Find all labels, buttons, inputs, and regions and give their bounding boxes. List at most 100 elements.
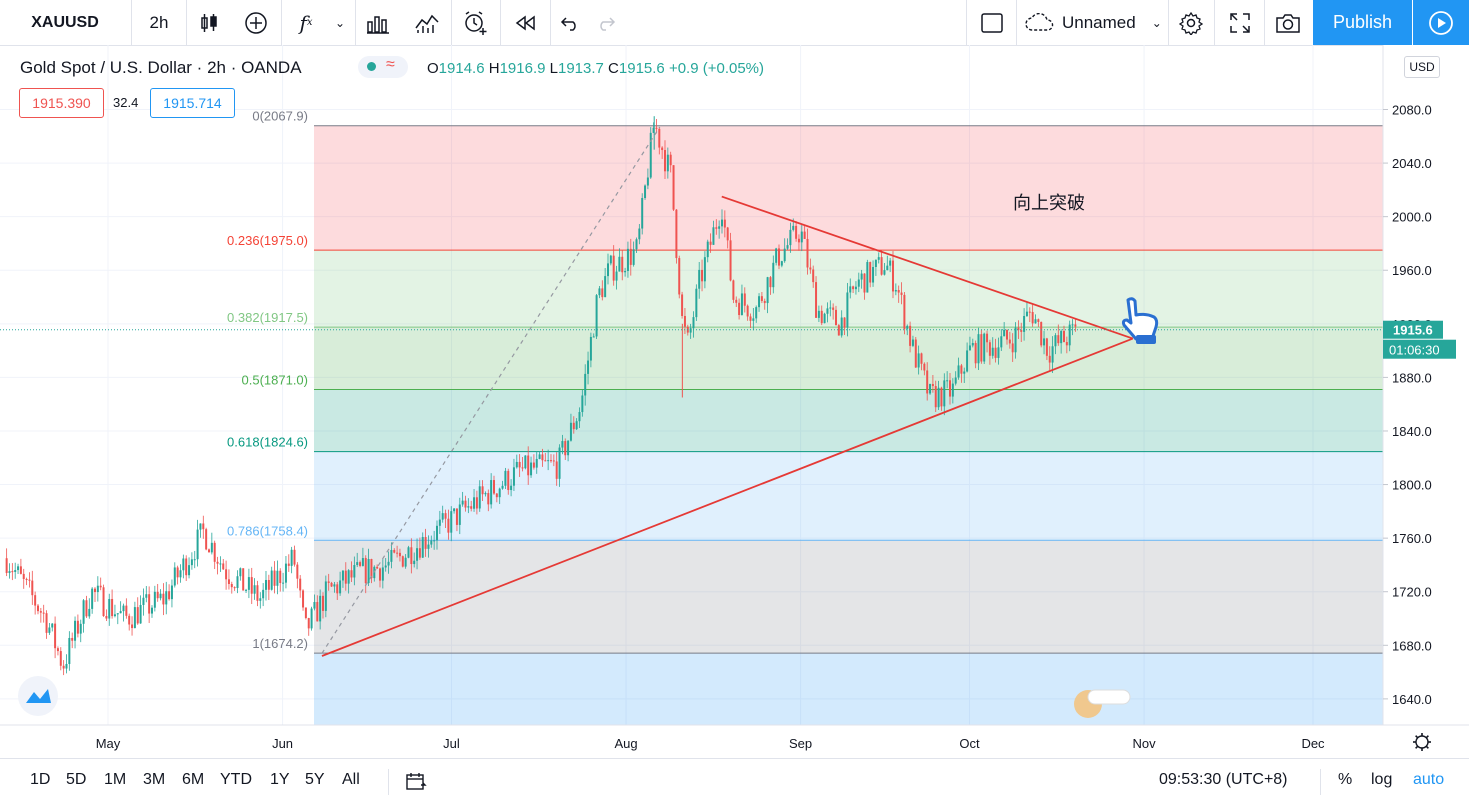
candles-icon[interactable] [187, 0, 231, 45]
candle-body [857, 279, 860, 287]
time-tick-label: Sep [789, 736, 812, 751]
hand-pointer-icon[interactable] [1121, 297, 1159, 344]
candle-body [45, 613, 48, 633]
range-tab-6m[interactable]: 6M [182, 771, 205, 788]
range-tab-1d[interactable]: 1D [30, 771, 51, 788]
low-value: 1913.7 [557, 60, 604, 77]
range-tab-ytd[interactable]: YTD [220, 771, 252, 788]
candle-body [162, 593, 165, 605]
candle-body [1028, 311, 1031, 313]
sell-button[interactable]: 1915.390 [19, 88, 104, 118]
candle-body [453, 508, 456, 512]
candle-body [678, 258, 681, 295]
candle-body [190, 559, 193, 566]
candle-body [535, 458, 538, 468]
candle-body [1017, 327, 1020, 331]
range-tab-5d[interactable]: 5D [66, 771, 87, 788]
candle-body [296, 564, 299, 579]
alert-icon[interactable] [453, 0, 497, 45]
interval-label: 2h [149, 12, 169, 32]
range-tab-3m[interactable]: 3M [143, 771, 166, 788]
gear-icon[interactable] [1170, 0, 1212, 45]
range-tab-1y[interactable]: 1Y [270, 771, 290, 788]
candle-body [341, 570, 344, 581]
candle-body [376, 566, 379, 569]
replay-icon[interactable] [503, 0, 547, 45]
candle-body [304, 607, 307, 619]
publish-button[interactable]: Publish [1313, 0, 1412, 45]
fib-anchor-line[interactable] [321, 126, 661, 654]
candle-body [359, 562, 362, 566]
annotation-text[interactable]: 向上突破 [1013, 193, 1085, 213]
indicators-icon[interactable] [405, 0, 449, 45]
time-axis[interactable]: May Jun Jul Aug Sep Oct Nov Dec [0, 724, 1469, 758]
tradingview-logo[interactable] [18, 676, 58, 716]
percent-toggle[interactable]: % [1338, 771, 1353, 788]
candle-body [732, 280, 735, 300]
candle-body [36, 605, 39, 612]
layout-name-button[interactable]: Unnamed ⌄ [1024, 0, 1168, 45]
chevron-down-icon[interactable]: ⌄ [334, 15, 346, 30]
camera-icon[interactable] [1266, 0, 1310, 45]
candle-body [219, 563, 222, 565]
candle-body [273, 570, 276, 586]
candle-body [153, 591, 156, 608]
candle-body [735, 299, 738, 303]
time-tick-label: Dec [1301, 736, 1325, 751]
time-tick-label: May [96, 736, 121, 751]
candle-body [131, 624, 134, 629]
candle-body [430, 540, 433, 545]
buy-button[interactable]: 1915.714 [150, 88, 235, 118]
candle-body [396, 552, 399, 554]
price-chart[interactable]: 0(2067.9) 0.236(1975.0) 0.382(1917.5) 0.5(1… [0, 45, 1469, 758]
redo-icon[interactable] [589, 0, 623, 45]
publish-dropdown-button[interactable] [1413, 0, 1469, 45]
candle-body [467, 506, 470, 508]
candle-body [435, 525, 438, 541]
candle-body [948, 380, 951, 397]
interval-button[interactable]: 2h [132, 0, 186, 45]
candle-body [74, 620, 77, 641]
range-tab-all[interactable]: All [342, 771, 360, 788]
candle-body [433, 540, 436, 542]
candle-body [307, 618, 310, 629]
price-axis[interactable]: 1640.0 1680.0 1720.0 1760.0 1800.0 1840.0 1880… [1382, 45, 1469, 758]
candle-body [621, 256, 624, 273]
currency-badge[interactable]: USD [1404, 56, 1440, 78]
candle-body [116, 613, 119, 615]
triangle-upper-line[interactable] [721, 195, 1134, 340]
auto-toggle[interactable]: auto [1413, 771, 1445, 788]
candle-body [658, 128, 661, 148]
fullscreen-select-icon[interactable] [970, 0, 1014, 45]
candle-body [638, 228, 641, 240]
goto-date-icon[interactable] [404, 771, 428, 798]
range-tab-1m[interactable]: 1M [104, 771, 127, 788]
candle-body [880, 257, 883, 275]
bid-price: 1915.390 [32, 95, 91, 111]
candle-body [675, 209, 678, 259]
range-tab-5y[interactable]: 5Y [305, 771, 325, 788]
divider [500, 0, 501, 45]
candle-body [407, 547, 410, 558]
candle-body [19, 566, 22, 574]
candle-body [786, 245, 789, 249]
undo-icon[interactable] [553, 0, 587, 45]
candle-body [849, 286, 852, 293]
symbol-search-button[interactable]: XAUUSD [0, 0, 130, 45]
add-indicator-icon[interactable] [234, 0, 278, 45]
divider [281, 0, 282, 45]
economic-event-badge[interactable] [1074, 689, 1131, 718]
candle-body [872, 266, 875, 283]
triangle-lower-line[interactable] [321, 337, 1134, 657]
fullscreen-icon[interactable] [1218, 0, 1262, 45]
candle-body [264, 579, 267, 590]
fibonacci-retracement[interactable]: 0(2067.9) 0.236(1975.0) 0.382(1917.5) 0.5(1… [227, 109, 1383, 725]
log-toggle[interactable]: log [1371, 771, 1393, 788]
clock-time[interactable]: 09:53:30 (UTC+8) [1159, 771, 1288, 788]
candle-body [783, 248, 786, 262]
candle-body [1003, 329, 1006, 337]
candle-body [14, 570, 17, 572]
legend-toggle[interactable]: ≈ [358, 56, 408, 78]
compare-icon[interactable] [356, 0, 400, 45]
